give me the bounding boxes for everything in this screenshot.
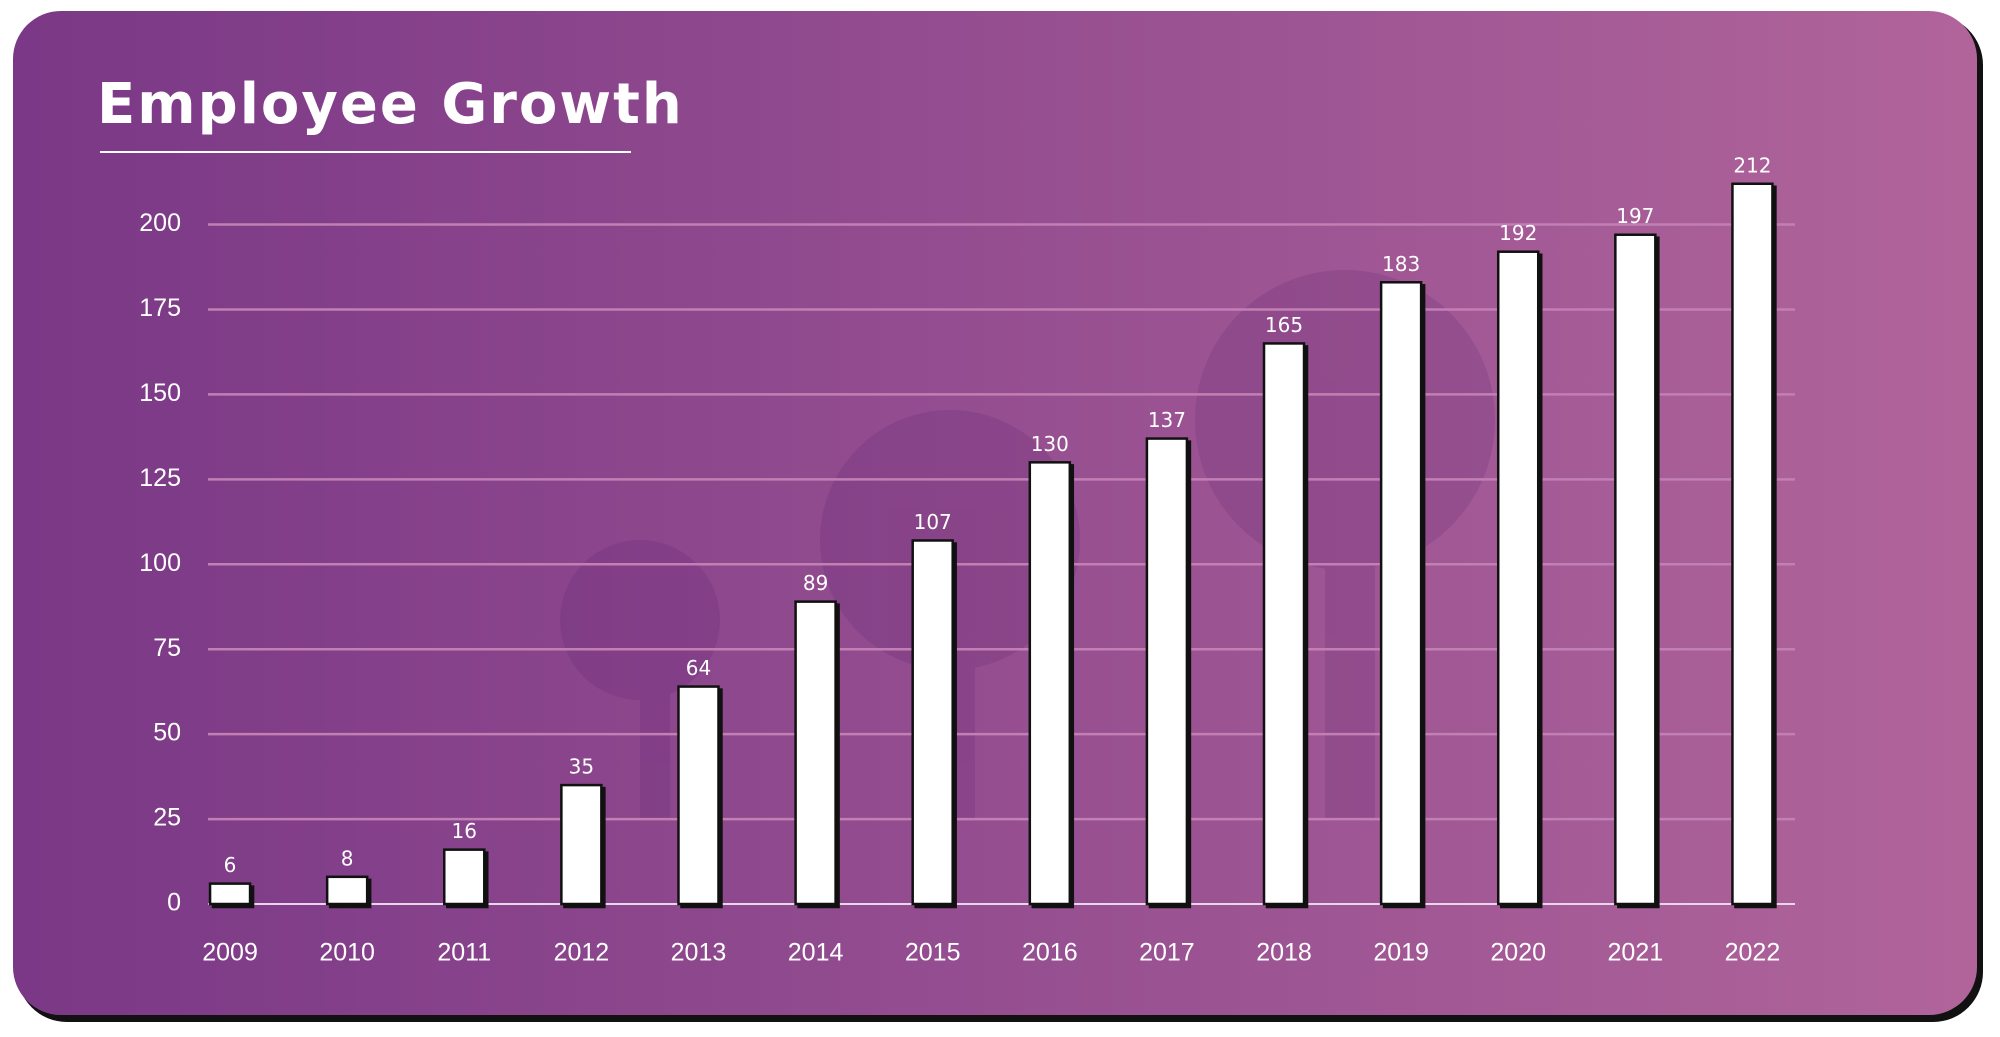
tree-crown xyxy=(560,540,720,700)
x-tick-label: 2013 xyxy=(671,939,727,967)
bar xyxy=(794,600,837,906)
x-tick-label: 2020 xyxy=(1490,939,1546,967)
x-tick-label: 2021 xyxy=(1608,939,1664,967)
y-tick-label: 50 xyxy=(153,719,181,747)
x-tick-label: 2018 xyxy=(1256,939,1312,967)
x-tick-label: 2022 xyxy=(1725,939,1781,967)
bar xyxy=(677,685,720,906)
value-label: 192 xyxy=(1499,221,1537,245)
chart-title: Employee Growth xyxy=(97,72,684,137)
bar xyxy=(1496,250,1540,906)
bar xyxy=(1262,342,1306,906)
bar xyxy=(560,783,603,906)
x-tick-label: 2014 xyxy=(788,939,844,967)
tree-crown xyxy=(1195,270,1495,570)
bar xyxy=(1731,182,1774,906)
x-tick-label: 2016 xyxy=(1022,939,1078,967)
value-label: 6 xyxy=(224,853,237,877)
value-label: 212 xyxy=(1733,153,1771,177)
tree-trunk xyxy=(1325,460,1375,820)
value-label: 165 xyxy=(1265,313,1303,337)
y-tick-label: 75 xyxy=(153,634,181,662)
bar xyxy=(1379,281,1423,906)
bar xyxy=(1028,461,1072,906)
y-tick-label: 25 xyxy=(153,804,181,832)
value-label: 8 xyxy=(341,846,354,870)
bar xyxy=(911,539,954,906)
value-label: 89 xyxy=(803,571,828,595)
y-tick-label: 100 xyxy=(139,549,181,577)
value-label: 16 xyxy=(452,819,477,843)
x-tick-label: 2011 xyxy=(437,939,491,967)
value-label: 197 xyxy=(1616,204,1654,228)
value-label: 35 xyxy=(569,755,594,779)
x-tick-label: 2017 xyxy=(1139,939,1195,967)
value-label: 64 xyxy=(686,656,711,680)
y-tick-label: 0 xyxy=(167,889,181,917)
y-tick-label: 150 xyxy=(139,379,181,407)
value-label: 107 xyxy=(914,510,952,534)
x-tick-label: 2010 xyxy=(319,939,375,967)
bar xyxy=(443,848,486,906)
card xyxy=(13,11,1977,1015)
y-tick-label: 200 xyxy=(139,209,181,237)
bar xyxy=(325,875,369,906)
y-tick-label: 175 xyxy=(139,294,181,322)
y-tick-label: 125 xyxy=(139,464,181,492)
x-tick-label: 2015 xyxy=(905,939,961,967)
value-label: 137 xyxy=(1148,408,1186,432)
bar xyxy=(1614,233,1657,906)
x-tick-label: 2019 xyxy=(1373,939,1429,967)
x-tick-label: 2012 xyxy=(554,939,610,967)
value-label: 130 xyxy=(1031,432,1069,456)
bar xyxy=(208,882,252,906)
tree-trunk xyxy=(640,580,670,820)
value-label: 183 xyxy=(1382,252,1420,276)
bar xyxy=(1145,437,1189,906)
x-tick-label: 2009 xyxy=(202,939,258,967)
